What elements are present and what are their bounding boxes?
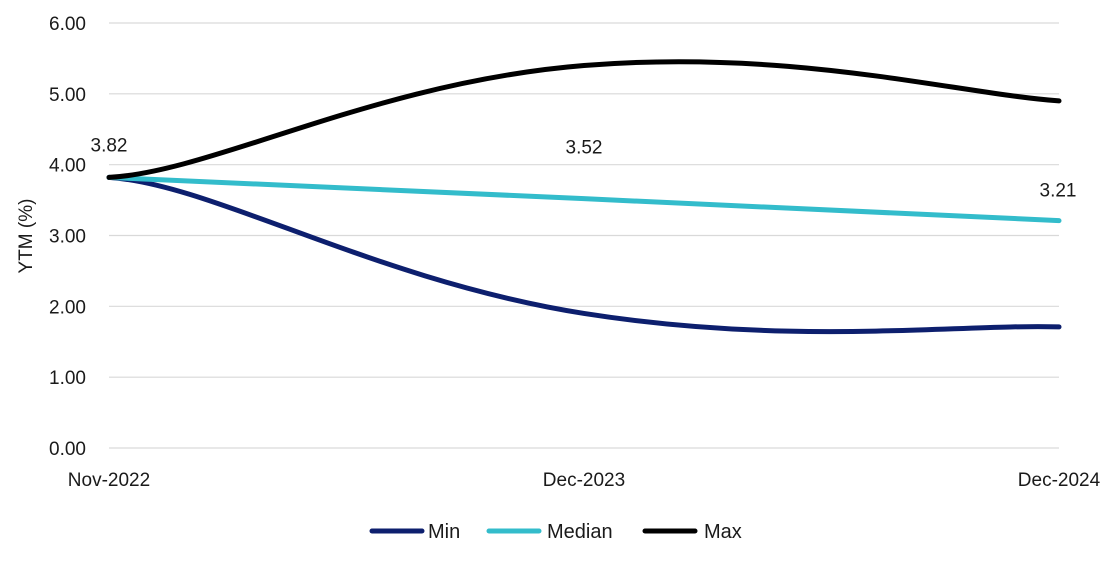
series-lines (106, 59, 1062, 335)
y-tick-label: 1.00 (49, 368, 86, 389)
series-line-min (106, 174, 1062, 335)
y-tick-label: 0.00 (49, 439, 86, 460)
x-axis-ticks: Nov-2022 Dec-2023 Dec-2024 (68, 470, 1101, 491)
y-tick-label: 3.00 (49, 227, 86, 248)
y-axis-ticks: 0.00 1.00 2.00 3.00 4.00 5.00 6.00 (49, 14, 86, 460)
y-tick-label: 4.00 (49, 156, 86, 177)
data-label: 3.82 (91, 135, 128, 156)
y-axis-title: YTM (%) (16, 199, 37, 274)
legend: Min Median Max (369, 521, 742, 543)
y-tick-label: 2.00 (49, 297, 86, 318)
legend-label-median: Median (547, 521, 613, 543)
x-tick-label: Dec-2024 (1018, 470, 1101, 491)
x-tick-label: Nov-2022 (68, 470, 150, 491)
legend-label-max: Max (704, 521, 742, 543)
y-tick-label: 5.00 (49, 85, 86, 106)
data-label: 3.52 (566, 138, 603, 159)
series-line-max (106, 59, 1062, 180)
data-labels: 3.82 3.52 3.21 (91, 135, 1077, 201)
series-line-median (106, 174, 1062, 224)
gridlines (109, 22, 1059, 449)
legend-label-min: Min (428, 521, 460, 543)
y-tick-label: 6.00 (49, 14, 86, 35)
x-tick-label: Dec-2023 (543, 470, 625, 491)
data-label: 3.21 (1040, 181, 1077, 202)
